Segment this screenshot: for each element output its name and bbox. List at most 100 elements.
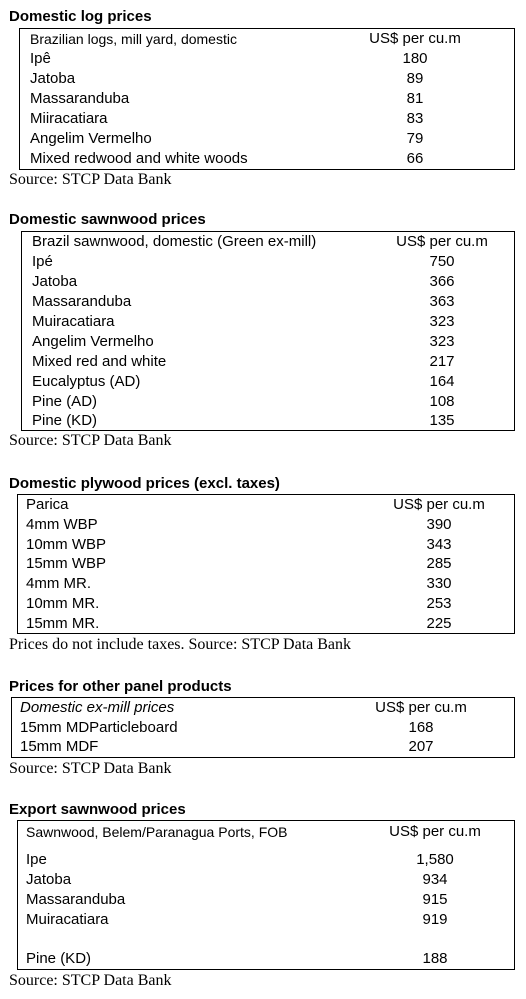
table-row: Ipê 180 xyxy=(20,49,514,69)
price-value: 135 xyxy=(429,412,455,429)
table-row: 10mm WBP 343 xyxy=(18,535,514,555)
species-name: Ipé xyxy=(32,253,53,270)
table-row: 10mm MR. 253 xyxy=(18,594,514,614)
price-value: 330 xyxy=(426,575,452,592)
source-note: Source: STCP Data Bank xyxy=(9,972,172,989)
species-name: Angelim Vermelho xyxy=(30,130,152,147)
species-name: Massaranduba xyxy=(30,90,130,107)
price-value: 323 xyxy=(429,333,455,350)
product-name: 4mm WBP xyxy=(26,516,98,533)
table-row: Mixed red and white 217 xyxy=(22,352,514,372)
species-name: Mixed red and white xyxy=(32,353,167,370)
product-name: 4mm MR. xyxy=(26,575,91,592)
species-name: Miiracatiara xyxy=(30,110,108,127)
price-value: 225 xyxy=(426,615,452,632)
table-row: Muiracatiara 323 xyxy=(22,312,514,332)
header-unit: US$ per cu.m xyxy=(369,30,461,47)
price-value: 168 xyxy=(408,719,434,736)
table-row: Eucalyptus (AD) 164 xyxy=(22,372,514,392)
price-value: 390 xyxy=(426,516,452,533)
price-value: 164 xyxy=(429,373,455,390)
source-note: Source: STCP Data Bank xyxy=(9,760,172,777)
table-row: 15mm MDF 207 xyxy=(12,737,514,757)
species-name: Ipê xyxy=(30,50,51,67)
table-row: Ipé 750 xyxy=(22,252,514,272)
price-value: 81 xyxy=(406,90,424,107)
header-unit: US$ per cu.m xyxy=(393,496,485,513)
price-value: 89 xyxy=(406,70,424,87)
sawnwood-prices-title: Domestic sawnwood prices xyxy=(9,211,206,228)
log-prices-title: Domestic log prices xyxy=(9,8,152,25)
table-row: Angelim Vermelho 323 xyxy=(22,332,514,352)
table-row: 15mm MDParticleboard 168 xyxy=(12,718,514,738)
price-value: 915 xyxy=(422,891,448,908)
species-name: Jatoba xyxy=(26,871,72,888)
header-label: Brazilian logs, mill yard, domestic xyxy=(30,31,237,47)
price-value: 366 xyxy=(429,273,455,290)
header-label: Parica xyxy=(26,496,69,513)
table-header-row: Sawnwood, Belem/Paranagua Ports, FOB US$… xyxy=(18,822,514,842)
product-name: 15mm MDParticleboard xyxy=(20,719,178,736)
price-value: 919 xyxy=(422,911,448,928)
price-value: 188 xyxy=(422,950,448,967)
header-label: Domestic ex-mill prices xyxy=(20,699,175,716)
table-row: Muiracatiara 919 xyxy=(18,910,514,930)
table-row: Massaranduba 915 xyxy=(18,890,514,910)
table-row: Mixed redwood and white woods 66 xyxy=(20,149,514,169)
price-value: 253 xyxy=(426,595,452,612)
table-header-row: Brazil sawnwood, domestic (Green ex-mill… xyxy=(22,232,514,252)
price-value: 83 xyxy=(406,110,424,127)
table-row: Pine (KD) 188 xyxy=(18,949,514,969)
header-unit: US$ per cu.m xyxy=(396,233,488,250)
header-label: Brazil sawnwood, domestic (Green ex-mill… xyxy=(32,233,317,250)
species-name: Jatoba xyxy=(32,273,78,290)
species-name: Massaranduba xyxy=(26,891,126,908)
species-name: Pine (KD) xyxy=(32,412,98,429)
species-name: Jatoba xyxy=(30,70,76,87)
table-row: Ipe 1,580 xyxy=(18,850,514,870)
log-prices-table: Brazilian logs, mill yard, domestic US$ … xyxy=(19,28,515,170)
product-name: 10mm WBP xyxy=(26,536,107,553)
header-unit: US$ per cu.m xyxy=(375,699,467,716)
table-header-row: Domestic ex-mill prices US$ per cu.m xyxy=(12,698,514,718)
table-row: Pine (KD) 135 xyxy=(22,411,514,431)
table-row: Massaranduba 363 xyxy=(22,292,514,312)
price-value: 285 xyxy=(426,555,452,572)
price-value: 323 xyxy=(429,313,455,330)
price-value: 207 xyxy=(408,738,434,755)
price-value: 66 xyxy=(406,150,424,167)
price-value: 79 xyxy=(406,130,424,147)
header-unit: US$ per cu.m xyxy=(389,823,481,840)
price-value: 180 xyxy=(402,50,428,67)
product-name: 15mm WBP xyxy=(26,555,107,572)
table-row: 4mm MR. 330 xyxy=(18,574,514,594)
sawnwood-prices-table: Brazil sawnwood, domestic (Green ex-mill… xyxy=(21,231,515,431)
table-row: Pine (AD) 108 xyxy=(22,392,514,412)
table-row: Jatoba 89 xyxy=(20,69,514,89)
species-name: Pine (AD) xyxy=(32,393,98,410)
species-name: Muiracatiara xyxy=(32,313,115,330)
product-name: 15mm MR. xyxy=(26,615,100,632)
plywood-prices-title: Domestic plywood prices (excl. taxes) xyxy=(9,475,280,492)
table-row: Angelim Vermelho 79 xyxy=(20,129,514,149)
price-value: 1,580 xyxy=(416,851,454,868)
export-prices-table: Sawnwood, Belem/Paranagua Ports, FOB US$… xyxy=(17,820,515,970)
product-name: 15mm MDF xyxy=(20,738,99,755)
species-name: Mixed redwood and white woods xyxy=(30,150,248,167)
product-name: 10mm MR. xyxy=(26,595,100,612)
price-value: 217 xyxy=(429,353,455,370)
table-row: Miiracatiara 83 xyxy=(20,109,514,129)
species-name: Pine (KD) xyxy=(26,950,92,967)
panel-prices-title: Prices for other panel products xyxy=(9,678,232,695)
price-value: 343 xyxy=(426,536,452,553)
source-note: Source: STCP Data Bank xyxy=(9,171,172,188)
species-name: Angelim Vermelho xyxy=(32,333,154,350)
table-row: Massaranduba 81 xyxy=(20,89,514,109)
species-name: Massaranduba xyxy=(32,293,132,310)
species-name: Eucalyptus (AD) xyxy=(32,373,141,390)
plywood-prices-table: Parica US$ per cu.m 4mm WBP 390 10mm WBP… xyxy=(17,494,515,634)
species-name: Muiracatiara xyxy=(26,911,109,928)
export-prices-title: Export sawnwood prices xyxy=(9,801,186,818)
table-row: Jatoba 934 xyxy=(18,870,514,890)
price-value: 934 xyxy=(422,871,448,888)
